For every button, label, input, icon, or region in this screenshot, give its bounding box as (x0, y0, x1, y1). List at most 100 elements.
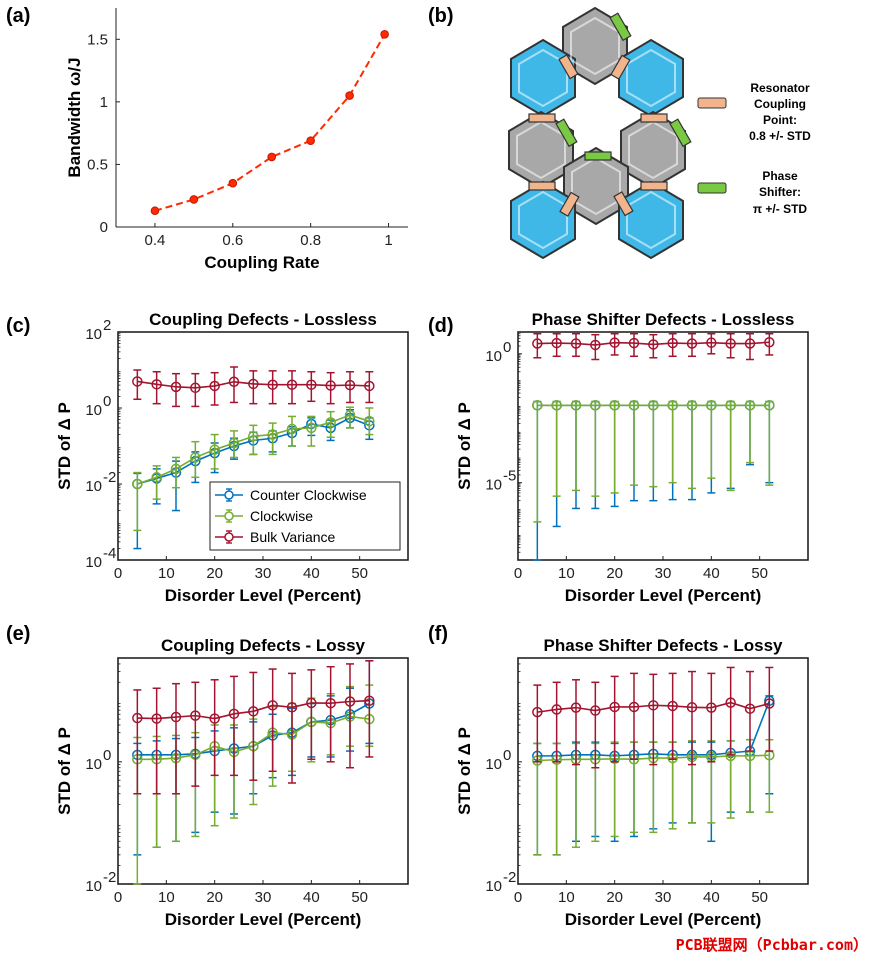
plot-area (132, 366, 375, 550)
x-tick-label: 0 (114, 889, 122, 906)
x-tick-label: 40 (303, 565, 320, 582)
data-point (325, 417, 336, 428)
data-point (570, 338, 582, 349)
data-point (667, 337, 678, 349)
data-point (170, 463, 182, 475)
data-point (190, 382, 201, 394)
data-point (344, 696, 356, 707)
y-tick-exponent: 2 (103, 317, 111, 334)
phase-shifters (555, 12, 692, 161)
data-point (190, 452, 201, 463)
data-point (228, 708, 240, 720)
x-tick-label: 50 (351, 565, 368, 582)
panel-label-e: (e) (6, 623, 30, 645)
plot-area (532, 666, 775, 856)
phase-label-line1: Phase (762, 169, 798, 183)
data-point (532, 706, 543, 718)
data-point (228, 437, 240, 449)
coupling-point (610, 54, 631, 80)
y-tick-label: 0 (100, 219, 108, 236)
y-axis-label: STD of Δ P (455, 402, 474, 490)
data-point (132, 478, 143, 490)
x-tick-label: 0 (114, 565, 122, 582)
y-tick-label: 0.5 (87, 156, 108, 173)
panel-label-b: (b) (428, 5, 454, 27)
y-tick-exponent: -4 (103, 545, 116, 562)
x-tick-label: 30 (655, 889, 672, 906)
y-tick-label: 10 (485, 348, 502, 365)
legend-label: Counter Clockwise (250, 487, 367, 503)
data-point (364, 695, 375, 706)
data-point (286, 379, 298, 390)
data-point (267, 152, 277, 162)
y-tick-label: 10 (85, 402, 102, 419)
x-tick-label: 20 (206, 889, 223, 906)
data-point (190, 710, 201, 721)
x-tick-label: 20 (606, 889, 623, 906)
data-point (667, 700, 678, 712)
phase-label-line3: π +/- STD (753, 202, 808, 216)
data-point (170, 381, 182, 393)
y-tick-label: 10 (85, 326, 102, 343)
data-point (725, 338, 736, 349)
watermark: PCB联盟网（Pcbbar.com） (676, 936, 868, 954)
series-bulk-variance (532, 666, 775, 769)
data-point (764, 337, 775, 348)
data-point (151, 379, 162, 390)
data-point (170, 711, 182, 723)
y-tick-label: 10 (485, 756, 502, 773)
data-point (209, 380, 220, 392)
x-tick-label: 10 (558, 565, 575, 582)
plot-area (150, 29, 389, 216)
coupling-point (613, 191, 634, 217)
x-axis-label: Coupling Rate (204, 253, 319, 272)
data-point (151, 713, 162, 724)
x-tick-label: 0.6 (222, 232, 243, 249)
data-point (744, 338, 756, 349)
x-tick-label: 20 (206, 565, 223, 582)
panel-label-f: (f) (428, 623, 448, 645)
axes-frame (517, 331, 809, 561)
x-tick-label: 30 (255, 889, 272, 906)
data-point (609, 400, 620, 411)
panel-label-c: (c) (6, 315, 30, 337)
resonator-label-line1: Resonator (750, 81, 810, 95)
coupling-points (528, 54, 668, 217)
x-tick-label: 0.8 (300, 232, 321, 249)
data-point (590, 400, 601, 411)
x-axis-label: Disorder Level (Percent) (165, 910, 362, 929)
x-tick-label: 50 (351, 889, 368, 906)
data-point (648, 400, 659, 411)
series-line (137, 699, 370, 720)
y-tick-label: 1.5 (87, 31, 108, 48)
data-point (325, 380, 336, 391)
data-point (267, 700, 278, 711)
data-point (286, 702, 298, 713)
coupling-point (528, 181, 556, 191)
y-tick-exponent: -2 (103, 469, 116, 486)
data-point (609, 337, 620, 348)
data-point (628, 400, 640, 411)
data-point (209, 713, 220, 724)
data-point (344, 409, 356, 421)
phase-shifter-legend-swatch (697, 182, 727, 194)
coupling-point (528, 113, 556, 123)
x-tick-label: 40 (703, 889, 720, 906)
data-point (686, 400, 698, 411)
phase-label-line2: Shifter: (759, 185, 801, 199)
data-point (306, 422, 317, 434)
legend-label: Bulk Variance (250, 529, 336, 545)
resonator-label-line4: 0.8 +/- STD (749, 129, 811, 143)
y-axis-label: STD of Δ P (455, 727, 474, 815)
data-point (570, 400, 582, 411)
legend-marker (224, 532, 234, 542)
data-point (209, 444, 220, 455)
x-tick-label: 10 (158, 889, 175, 906)
series-bulk-variance (532, 332, 775, 361)
data-point (725, 400, 736, 411)
series-line (537, 341, 770, 346)
